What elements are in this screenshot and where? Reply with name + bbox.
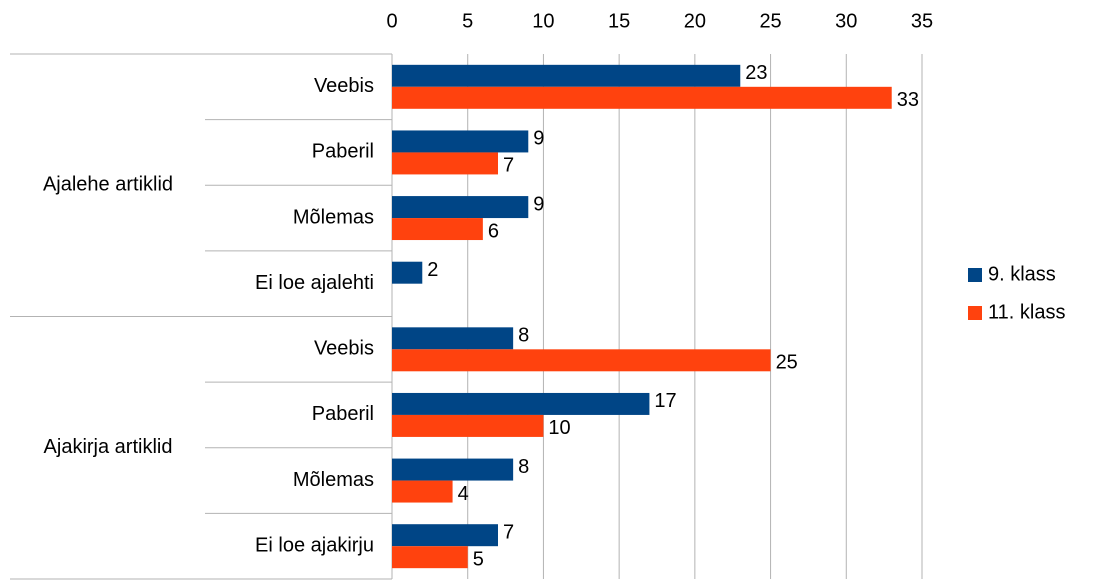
category-label: Paberil bbox=[312, 141, 374, 163]
data-label: 8 bbox=[518, 456, 529, 478]
bar bbox=[392, 196, 529, 219]
category-label: Mõlemas bbox=[293, 206, 374, 228]
bar bbox=[392, 392, 650, 415]
data-label: 23 bbox=[745, 62, 767, 84]
category-label: Ei loe ajakirju bbox=[255, 534, 374, 556]
legend-swatch bbox=[968, 268, 982, 282]
data-label: 4 bbox=[458, 483, 469, 505]
legend-label: 11. klass bbox=[988, 301, 1065, 323]
x-tick-label: 35 bbox=[911, 10, 933, 32]
data-label: 8 bbox=[518, 325, 529, 347]
bar bbox=[392, 86, 892, 109]
data-label: 7 bbox=[503, 155, 514, 177]
bar bbox=[392, 458, 514, 481]
x-tick-label: 10 bbox=[532, 10, 554, 32]
x-tick-label: 30 bbox=[835, 10, 857, 32]
data-label: 9 bbox=[533, 193, 544, 215]
legend-swatch bbox=[968, 306, 982, 320]
data-label: 17 bbox=[654, 390, 676, 412]
legend-label: 9. klass bbox=[988, 263, 1056, 285]
x-tick-label: 15 bbox=[608, 10, 630, 32]
group-label: Ajalehe artiklid bbox=[43, 174, 173, 196]
data-label: 7 bbox=[503, 521, 514, 543]
bar bbox=[392, 64, 741, 87]
data-label: 25 bbox=[776, 352, 798, 374]
bar bbox=[392, 327, 514, 350]
x-tick-label: 0 bbox=[386, 10, 397, 32]
category-label: Paberil bbox=[312, 403, 374, 425]
data-label: 6 bbox=[488, 220, 499, 242]
category-label: Ei loe ajalehti bbox=[255, 272, 374, 294]
x-tick-label: 25 bbox=[759, 10, 781, 32]
data-label: 5 bbox=[473, 548, 484, 570]
bar bbox=[392, 152, 498, 175]
x-tick-label: 5 bbox=[462, 10, 473, 32]
data-label: 2 bbox=[427, 259, 438, 281]
category-label: Veebis bbox=[314, 75, 374, 97]
category-label: Veebis bbox=[314, 338, 374, 360]
category-label: Mõlemas bbox=[293, 469, 374, 491]
bar bbox=[392, 546, 468, 569]
bar bbox=[392, 480, 453, 503]
data-label: 10 bbox=[548, 417, 570, 439]
bar bbox=[392, 261, 423, 284]
group-label: Ajakirja artiklid bbox=[44, 436, 173, 458]
bar bbox=[392, 349, 771, 372]
x-tick-label: 20 bbox=[684, 10, 706, 32]
bar bbox=[392, 130, 529, 153]
bar bbox=[392, 414, 544, 437]
bar bbox=[392, 524, 498, 547]
data-label: 9 bbox=[533, 128, 544, 150]
data-label: 33 bbox=[897, 89, 919, 111]
bar bbox=[392, 218, 483, 241]
